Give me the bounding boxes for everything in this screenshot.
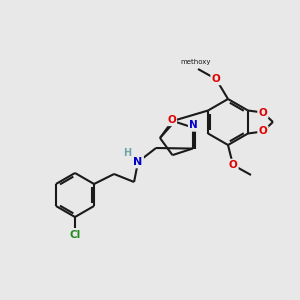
Text: methoxy: methoxy xyxy=(181,59,211,65)
Text: O: O xyxy=(259,127,267,136)
Text: O: O xyxy=(259,107,267,118)
Text: N: N xyxy=(189,120,198,130)
Text: O: O xyxy=(229,160,237,170)
Text: O: O xyxy=(212,74,220,84)
Text: N: N xyxy=(134,157,142,167)
Text: O: O xyxy=(167,115,176,125)
Text: H: H xyxy=(123,148,131,158)
Text: Cl: Cl xyxy=(69,230,81,240)
